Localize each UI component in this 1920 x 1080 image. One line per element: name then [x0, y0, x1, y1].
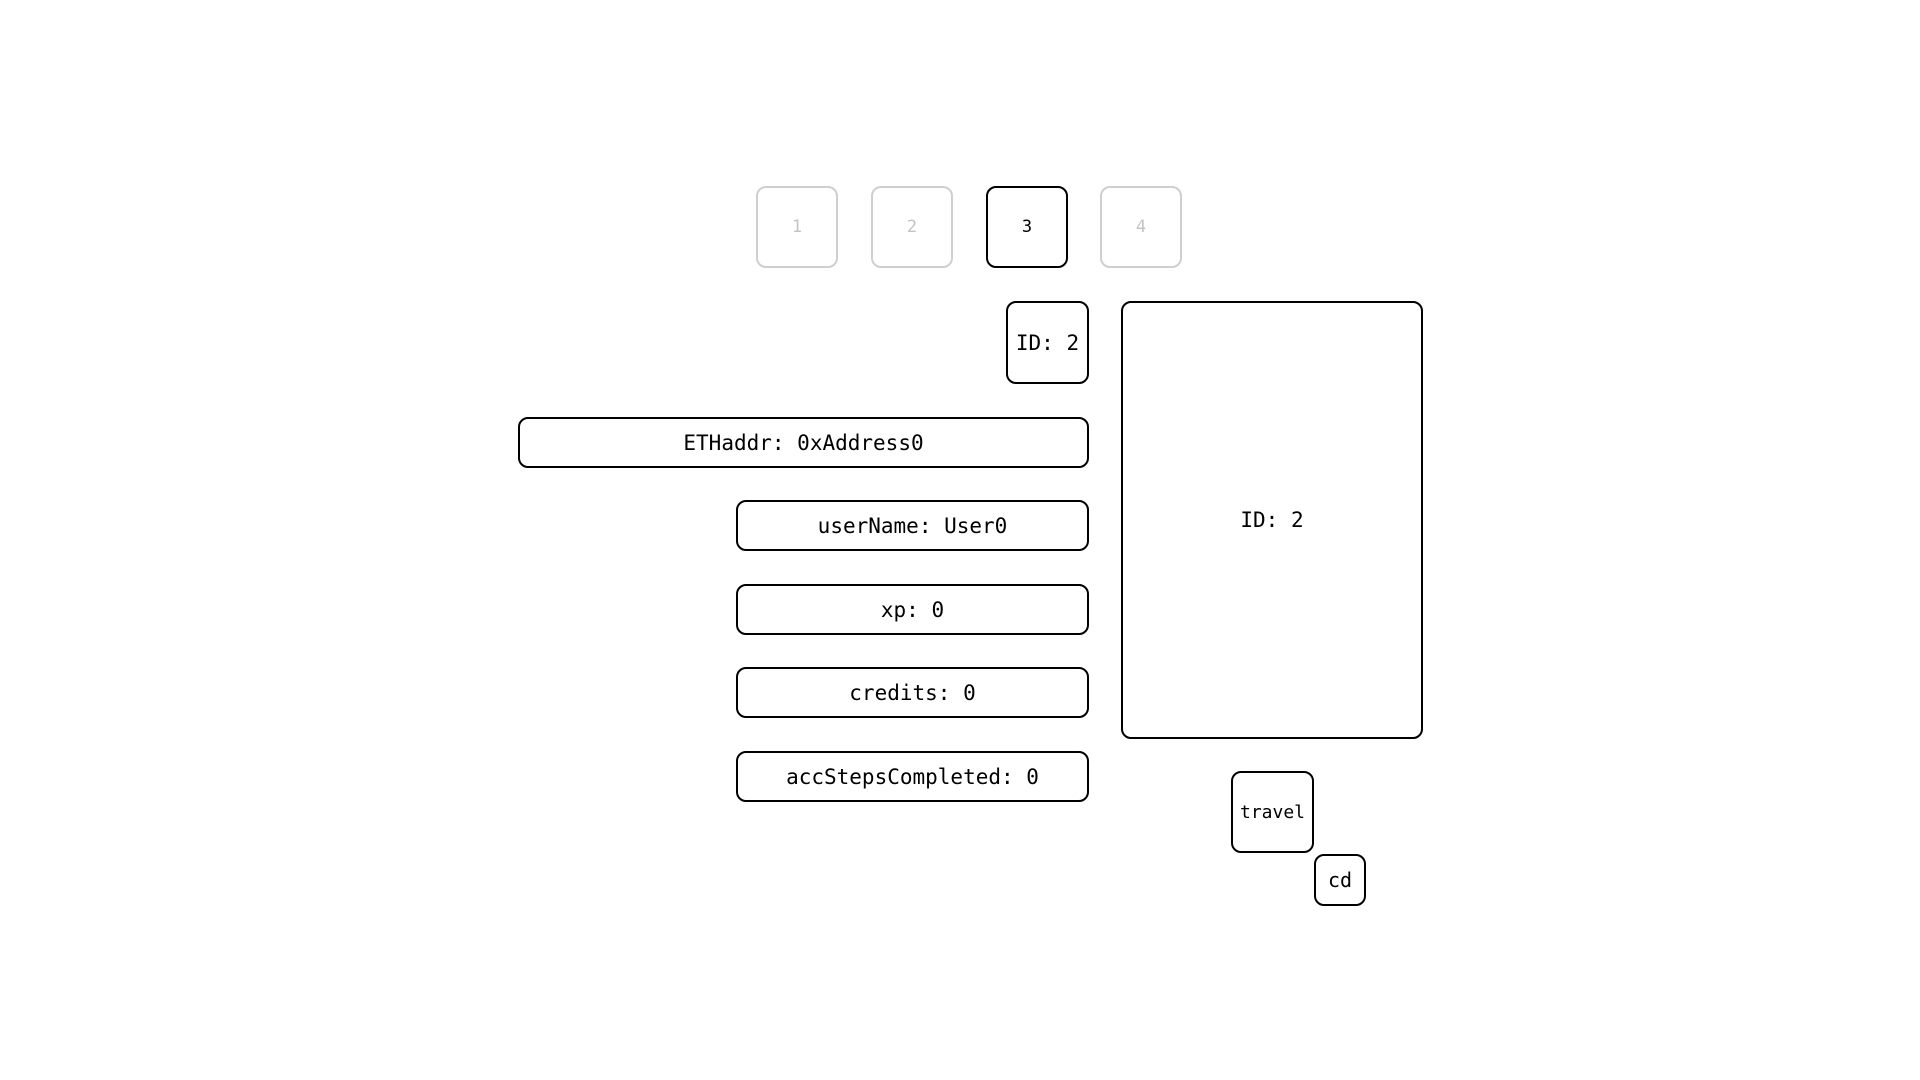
cd-button[interactable]: cd — [1314, 854, 1366, 906]
id-badge: ID: 2 — [1006, 301, 1089, 384]
step-2-button[interactable]: 2 — [871, 186, 953, 268]
eth-address-field: ETHaddr: 0xAddress0 — [518, 417, 1089, 468]
travel-button[interactable]: travel — [1231, 771, 1314, 853]
xp-field: xp: 0 — [736, 584, 1089, 635]
step-3-button[interactable]: 3 — [986, 186, 1068, 268]
detail-panel: ID: 2 — [1121, 301, 1423, 739]
step-1-button[interactable]: 1 — [756, 186, 838, 268]
acc-steps-completed-field: accStepsCompleted: 0 — [736, 751, 1089, 802]
detail-panel-label: ID: 2 — [1240, 508, 1304, 532]
step-4-button[interactable]: 4 — [1100, 186, 1182, 268]
username-field: userName: User0 — [736, 500, 1089, 551]
credits-field: credits: 0 — [736, 667, 1089, 718]
